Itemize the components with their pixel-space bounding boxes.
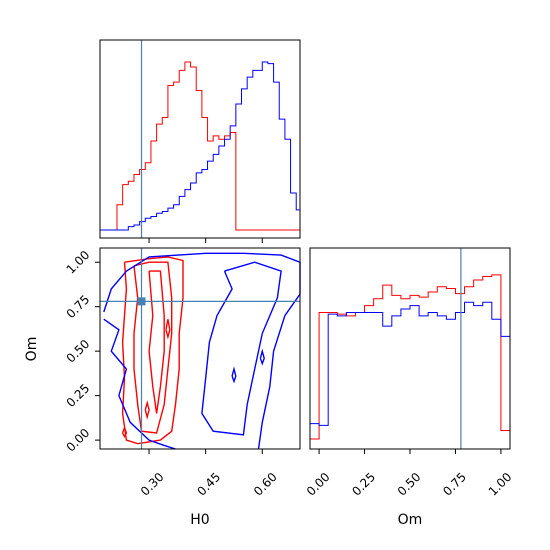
om-bottom-axis-label: Om bbox=[398, 512, 423, 528]
contour-blue-6 bbox=[103, 252, 301, 450]
h0-histogram-frame bbox=[99, 39, 301, 239]
contour-blue-7 bbox=[103, 318, 176, 450]
om-histograms bbox=[309, 274, 511, 449]
om-histogram-red-series bbox=[309, 274, 510, 449]
om-tick-label-0: 0.00 bbox=[64, 426, 93, 455]
joint-x-ticks: 0.30 0.45 0.60 bbox=[138, 449, 280, 499]
h0-histograms bbox=[99, 61, 300, 238]
om-x-ticks: 0.00 0.25 0.50 0.75 1.00 bbox=[304, 449, 515, 499]
h0-tick-label-2: 0.60 bbox=[251, 470, 280, 499]
contour-blue-9 bbox=[231, 366, 237, 384]
h0-tick-label-1: 0.45 bbox=[194, 470, 223, 499]
contour-red-3 bbox=[165, 319, 171, 340]
h0-histogram-ticks bbox=[148, 238, 263, 243]
joint-truth-marker bbox=[137, 297, 146, 306]
contour-red-0 bbox=[121, 256, 184, 445]
om-bottom-tick-label-2: 0.50 bbox=[395, 470, 424, 499]
contour-blue-10 bbox=[259, 348, 265, 366]
h0-tick-label-0: 0.30 bbox=[138, 470, 167, 499]
om-bottom-tick-label-0: 0.00 bbox=[304, 470, 333, 499]
om-axis-label: Om bbox=[24, 337, 40, 362]
om-tick-label-4: 1.00 bbox=[64, 248, 93, 277]
contour-red-1 bbox=[133, 261, 173, 434]
h0-histogram-panel bbox=[99, 39, 301, 243]
om-histogram-panel: 0.00 0.25 0.50 0.75 1.00 Om bbox=[304, 247, 515, 528]
h0-histogram-red-series bbox=[99, 61, 300, 238]
contour-red-5 bbox=[121, 425, 128, 438]
contour-blue-8 bbox=[201, 261, 282, 436]
om-tick-label-2: 0.50 bbox=[64, 337, 93, 366]
om-histogram-frame bbox=[309, 247, 511, 450]
om-histogram-blue-series bbox=[309, 301, 511, 449]
joint-y-ticks: 0.00 0.25 0.50 0.75 1.00 bbox=[64, 248, 100, 455]
joint-contours bbox=[103, 252, 301, 450]
h0-axis-label: H0 bbox=[190, 512, 209, 528]
joint-contour-panel: 0.30 0.45 0.60 0.00 0.25 0.50 0.75 1.00 H0 Om bbox=[24, 247, 301, 528]
om-bottom-tick-label-3: 0.75 bbox=[440, 470, 469, 499]
h0-histogram-blue-series bbox=[99, 61, 300, 238]
om-bottom-tick-label-4: 1.00 bbox=[486, 470, 515, 499]
contour-red-4 bbox=[144, 400, 150, 420]
om-tick-label-1: 0.25 bbox=[64, 381, 93, 410]
om-tick-label-3: 0.75 bbox=[64, 292, 93, 321]
contour-red-2 bbox=[148, 270, 165, 414]
joint-frame bbox=[99, 247, 301, 450]
om-bottom-tick-label-1: 0.25 bbox=[349, 470, 378, 499]
